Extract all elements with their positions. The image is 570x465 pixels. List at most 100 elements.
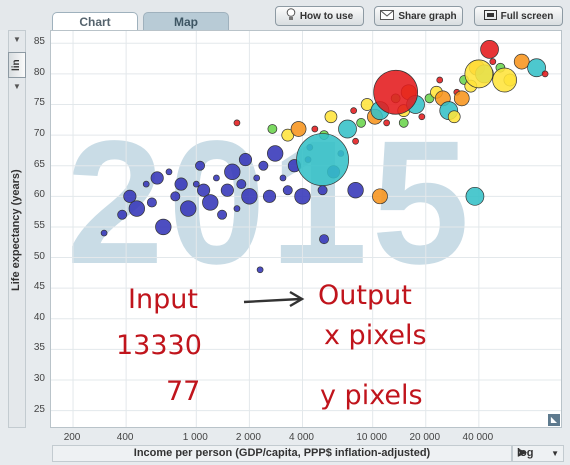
country-bubble[interactable] [267, 145, 284, 162]
country-bubble[interactable] [324, 110, 338, 124]
how-to-use-button[interactable]: How to use [275, 6, 364, 26]
country-bubble[interactable] [489, 58, 497, 65]
country-bubble[interactable] [267, 124, 278, 134]
x-scale-select[interactable]: log ▼ [512, 445, 564, 462]
bubble-layer [51, 31, 561, 427]
y-tick-label: 60 [33, 189, 45, 201]
lightbulb-icon [286, 8, 296, 24]
country-bubble[interactable] [233, 119, 241, 127]
country-bubble[interactable] [155, 218, 172, 236]
country-bubble[interactable] [213, 174, 220, 182]
country-bubble[interactable] [165, 168, 173, 176]
country-bubble[interactable] [195, 160, 205, 171]
y-scale-dropdown-icon[interactable]: ▼ [13, 82, 21, 91]
country-bubble[interactable] [253, 174, 261, 182]
ink-output-y: y pixels [320, 380, 423, 411]
country-bubble[interactable] [398, 117, 409, 128]
country-bubble[interactable] [350, 107, 357, 114]
country-bubble[interactable] [436, 76, 444, 84]
country-bubble[interactable] [233, 205, 241, 212]
y-tick-label: 25 [33, 403, 45, 415]
tab-chart[interactable]: Chart [52, 12, 138, 31]
country-bubble[interactable] [352, 137, 359, 145]
country-bubble[interactable] [338, 119, 357, 139]
y-tick-label: 80 [33, 66, 45, 78]
country-bubble[interactable] [383, 119, 390, 127]
ink-output-x: x pixels [324, 320, 427, 351]
country-bubble[interactable] [192, 180, 200, 188]
y-tick-label: 70 [33, 128, 45, 140]
country-bubble[interactable] [447, 110, 461, 124]
country-bubble[interactable] [142, 180, 150, 188]
country-bubble[interactable] [319, 234, 329, 245]
envelope-icon [380, 9, 395, 23]
full-screen-button[interactable]: Full screen [474, 6, 563, 26]
country-bubble[interactable] [294, 188, 311, 205]
country-bubble[interactable] [418, 113, 426, 121]
country-bubble[interactable] [492, 67, 517, 93]
country-bubble[interactable] [220, 183, 234, 197]
country-bubble[interactable] [170, 191, 181, 202]
y-tick-label: 35 [33, 342, 45, 354]
country-bubble[interactable] [236, 179, 247, 190]
how-to-use-label: How to use [299, 10, 354, 22]
country-bubble[interactable] [311, 125, 319, 133]
x-tick-label: 2 000 [235, 432, 261, 443]
y-tick-label: 65 [33, 158, 45, 170]
country-bubble[interactable] [150, 171, 164, 185]
ink-output-label: Output [318, 280, 412, 311]
y-tick-label: 30 [33, 373, 45, 384]
x-scale-value: log [517, 447, 534, 459]
country-bubble[interactable] [513, 53, 530, 70]
country-bubble[interactable] [356, 117, 366, 128]
country-bubble[interactable] [123, 189, 137, 203]
country-bubble[interactable] [100, 229, 108, 237]
chart-plot-area[interactable]: 2015 [50, 30, 562, 428]
country-bubble[interactable] [296, 133, 349, 186]
country-bubble[interactable] [541, 70, 549, 78]
country-bubble[interactable] [238, 153, 253, 167]
country-bubble[interactable] [453, 90, 470, 107]
y-tick-label: 45 [33, 281, 45, 293]
country-bubble[interactable] [174, 177, 188, 191]
country-bubble[interactable] [373, 69, 419, 115]
resize-corner-icon[interactable]: ◣ [548, 414, 560, 426]
country-bubble[interactable] [282, 185, 293, 196]
x-tick-label: 20 000 [409, 432, 441, 443]
tab-map[interactable]: Map [143, 12, 229, 31]
country-bubble[interactable] [256, 266, 264, 274]
country-bubble[interactable] [262, 189, 277, 203]
country-bubble[interactable] [372, 188, 388, 205]
country-bubble[interactable] [224, 163, 241, 180]
country-bubble[interactable] [464, 59, 494, 89]
country-bubble[interactable] [465, 186, 485, 206]
y-tick-label: 55 [33, 219, 45, 231]
country-bubble[interactable] [197, 183, 211, 197]
x-tick-label: 400 [116, 432, 134, 443]
country-bubble[interactable] [146, 197, 157, 208]
country-bubble[interactable] [480, 40, 499, 59]
country-bubble[interactable] [117, 209, 128, 220]
country-bubble[interactable] [128, 200, 145, 217]
country-bubble[interactable] [347, 182, 364, 199]
country-bubble[interactable] [279, 174, 287, 182]
country-bubble[interactable] [290, 121, 307, 137]
x-tick-label: 10 000 [356, 432, 387, 443]
x-axis-label[interactable]: Income per person (GDP/capita, PPP$ infl… [52, 445, 512, 462]
ink-input-label: Input [128, 284, 198, 315]
country-bubble[interactable] [217, 209, 228, 220]
y-axis-control-strip [8, 30, 26, 428]
country-bubble[interactable] [317, 185, 328, 196]
x-tick-label: 4 000 [288, 432, 314, 443]
country-bubble[interactable] [202, 194, 219, 211]
country-bubble[interactable] [241, 188, 258, 205]
full-screen-label: Full screen [500, 10, 554, 22]
collapse-arrow-icon[interactable]: ▼ [13, 35, 21, 44]
y-tick-label: 85 [33, 36, 45, 48]
country-bubble[interactable] [527, 58, 546, 78]
share-graph-button[interactable]: Share graph [374, 6, 463, 26]
country-bubble[interactable] [258, 160, 269, 171]
ink-input-y: 77 [166, 376, 201, 407]
mouse-cursor-icon: ➤ [516, 444, 528, 460]
country-bubble[interactable] [180, 200, 197, 217]
